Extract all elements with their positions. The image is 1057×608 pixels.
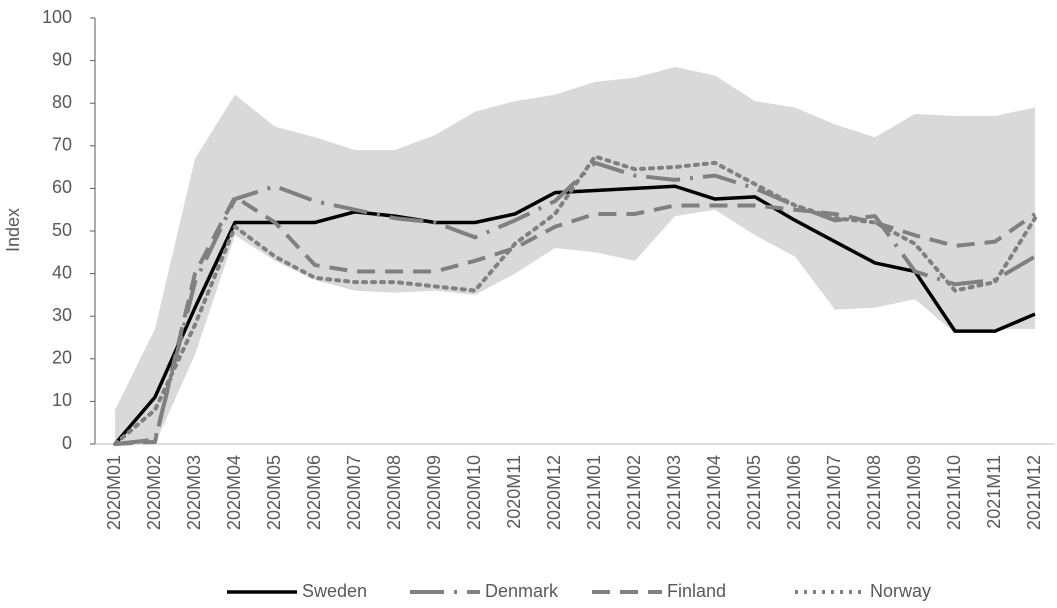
x-tick-label: 2020M07 [344, 455, 364, 530]
x-tick-label: 2021M08 [864, 455, 884, 530]
x-tick-label: 2020M05 [264, 455, 284, 530]
x-tick-label: 2020M08 [384, 455, 404, 530]
x-tick-label: 2021M02 [624, 455, 644, 530]
y-tick-label: 80 [52, 92, 72, 112]
y-axis-label: Index [3, 208, 23, 252]
x-tick-label: 2021M03 [664, 455, 684, 530]
series-line [113, 154, 1037, 446]
y-tick-label: 100 [42, 7, 72, 27]
series-line [113, 184, 1036, 446]
x-tick-label: 2021M12 [1024, 455, 1044, 530]
y-tick-label: 20 [52, 348, 72, 368]
x-tick-label: 2020M10 [464, 455, 484, 530]
legend-label: Norway [870, 581, 931, 601]
x-tick-label: 2020M06 [304, 455, 324, 530]
range-area [115, 66, 1035, 445]
x-tick-label: 2020M02 [144, 455, 164, 530]
x-tick-label: 2021M04 [704, 455, 724, 530]
y-tick-label: 50 [52, 220, 72, 240]
x-tick-label: 2021M10 [944, 455, 964, 530]
y-tick-label: 40 [52, 262, 72, 282]
x-tick-label: 2021M05 [744, 455, 764, 530]
y-tick-label: 10 [52, 390, 72, 410]
legend-label: Finland [667, 581, 726, 601]
y-tick-label: 90 [52, 49, 72, 69]
x-tick-label: 2020M12 [544, 455, 564, 530]
x-tick-label: 2020M01 [104, 455, 124, 530]
x-tick-label: 2021M06 [784, 455, 804, 530]
y-tick-label: 70 [52, 135, 72, 155]
y-tick-label: 30 [52, 305, 72, 325]
x-tick-label: 2020M11 [504, 455, 524, 529]
legend-label: Sweden [302, 581, 367, 601]
x-tick-label: 2021M01 [584, 455, 604, 530]
y-tick-label: 0 [62, 433, 72, 453]
x-tick-label: 2021M11 [984, 455, 1004, 529]
x-tick-label: 2021M09 [904, 455, 924, 530]
x-tick-label: 2020M04 [224, 455, 244, 530]
y-tick-label: 60 [52, 177, 72, 197]
legend-label: Denmark [485, 581, 559, 601]
x-tick-label: 2021M07 [824, 455, 844, 530]
x-tick-label: 2020M09 [424, 455, 444, 530]
x-tick-label: 2020M03 [184, 455, 204, 530]
